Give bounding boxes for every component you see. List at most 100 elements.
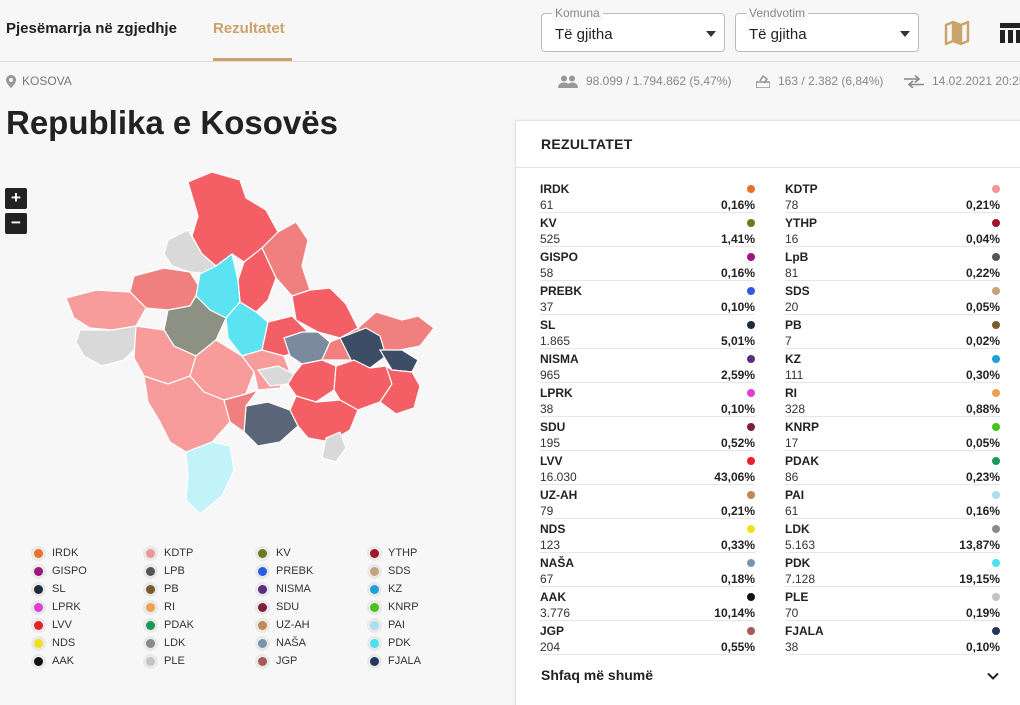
legend-color-dot xyxy=(258,584,267,594)
party-name: PB xyxy=(785,318,802,332)
legend-color-dot xyxy=(146,620,155,630)
legend-item[interactable]: PLE xyxy=(146,655,185,667)
party-row: NISMA 965 2,59% xyxy=(540,349,755,383)
kosovo-map[interactable] xyxy=(40,170,440,530)
legend-item[interactable]: PAI xyxy=(370,619,405,631)
party-votes: 38 xyxy=(540,402,554,416)
legend-color-dot xyxy=(34,656,43,666)
party-color-dot xyxy=(747,287,755,295)
legend-color-dot xyxy=(258,620,267,630)
legend-item[interactable]: SL xyxy=(34,583,65,595)
legend-label: LDK xyxy=(164,637,186,649)
legend-item[interactable]: NDS xyxy=(34,637,75,649)
legend-item[interactable]: LVV xyxy=(34,619,72,631)
legend-item[interactable]: PDK xyxy=(370,637,411,649)
map-region[interactable] xyxy=(243,401,299,447)
legend-item[interactable]: LPRK xyxy=(34,601,81,613)
map-region[interactable] xyxy=(75,325,141,367)
legend-item[interactable]: AAK xyxy=(34,655,74,667)
party-color-dot xyxy=(747,627,755,635)
legend-item[interactable]: KNRP xyxy=(370,601,419,613)
map-region[interactable] xyxy=(143,375,231,453)
caret-down-icon xyxy=(900,31,910,37)
legend-label: SL xyxy=(52,583,66,595)
party-votes: 16 xyxy=(785,232,799,246)
legend-item[interactable]: PREBK xyxy=(258,565,313,577)
legend-item[interactable]: SDU xyxy=(258,601,299,613)
party-percentage: 0,10% xyxy=(720,300,755,314)
legend-item[interactable]: KZ xyxy=(370,583,402,595)
legend-item[interactable]: FJALA xyxy=(370,655,421,667)
caret-down-icon xyxy=(706,31,716,37)
map-region[interactable] xyxy=(223,388,260,434)
legend-item[interactable]: GISPO xyxy=(34,565,87,577)
party-color-dot xyxy=(992,287,1000,295)
party-percentage: 0,23% xyxy=(965,470,1000,484)
tab-results[interactable]: Rezultatet xyxy=(213,20,285,37)
updated-stat-text: 14.02.2021 20:25 xyxy=(932,74,1020,88)
legend-label: YTHP xyxy=(388,547,418,559)
chevron-down-icon[interactable] xyxy=(986,669,1000,683)
party-row: KZ 111 0,30% xyxy=(785,349,1000,383)
legend-item[interactable]: LDK xyxy=(146,637,185,649)
legend-item[interactable]: KDTP xyxy=(146,547,193,559)
polling-station-select[interactable]: Vendvotim Të gjitha xyxy=(735,6,919,52)
legend-label: SDU xyxy=(276,601,300,613)
map-region[interactable] xyxy=(378,349,419,373)
map-region[interactable] xyxy=(321,431,347,463)
party-color-dot xyxy=(747,219,755,227)
party-votes: 38 xyxy=(785,640,799,654)
map-region[interactable] xyxy=(379,364,421,415)
municipality-select[interactable]: Komuna Të gjitha xyxy=(541,6,725,52)
party-name: PDK xyxy=(785,556,811,570)
show-more-button[interactable]: Shfaq më shumë xyxy=(541,667,654,683)
map-view-button[interactable] xyxy=(944,20,970,46)
party-name: YTHP xyxy=(785,216,818,230)
legend-item[interactable]: PDAK xyxy=(146,619,194,631)
party-color-dot xyxy=(992,389,1000,397)
table-view-button[interactable] xyxy=(998,20,1020,46)
legend-color-dot xyxy=(370,656,379,666)
legend-label: AAK xyxy=(52,655,75,667)
legend-item[interactable]: PB xyxy=(146,583,179,595)
legend-item[interactable]: YTHP xyxy=(370,547,417,559)
party-votes: 61 xyxy=(785,504,799,518)
legend-item[interactable]: SDS xyxy=(370,565,411,577)
legend-item[interactable]: NISMA xyxy=(258,583,311,595)
map-region[interactable] xyxy=(185,441,235,515)
legend-item[interactable]: IRDK xyxy=(34,547,78,559)
map-region[interactable] xyxy=(225,301,269,357)
legend-item[interactable]: NAŠA xyxy=(258,637,306,649)
legend-color-dot xyxy=(34,638,43,648)
map-region[interactable] xyxy=(287,359,337,403)
party-color-dot xyxy=(747,423,755,431)
party-percentage: 0,02% xyxy=(965,334,1000,348)
party-name: NDS xyxy=(540,522,566,536)
zoom-out-button[interactable]: − xyxy=(5,213,27,234)
legend-color-dot xyxy=(34,548,43,558)
party-color-dot xyxy=(992,253,1000,261)
legend-item[interactable]: LPB xyxy=(146,565,185,577)
party-color-dot xyxy=(747,525,755,533)
party-row: PB 7 0,02% xyxy=(785,315,1000,349)
party-percentage: 0,19% xyxy=(965,606,1000,620)
party-color-dot xyxy=(747,593,755,601)
legend-label: PDK xyxy=(388,637,411,649)
top-bar: Pjesëmarrja në zgjedhje Rezultatet Komun… xyxy=(0,0,1020,62)
map-region[interactable] xyxy=(65,289,147,331)
legend-item[interactable]: KV xyxy=(258,547,291,559)
party-votes: 111 xyxy=(785,368,804,382)
party-row: NAŠA 67 0,18% xyxy=(540,553,755,587)
tab-turnout[interactable]: Pjesëmarrja në zgjedhje xyxy=(6,20,177,37)
legend-item[interactable]: UZ-AH xyxy=(258,619,310,631)
party-row: IRDK 61 0,16% xyxy=(540,179,755,213)
party-name: FJALA xyxy=(785,624,824,638)
zoom-in-button[interactable]: + xyxy=(5,188,27,209)
party-name: NISMA xyxy=(540,352,579,366)
legend-item[interactable]: JGP xyxy=(258,655,297,667)
party-color-dot xyxy=(747,389,755,397)
updated-stat: 14.02.2021 20:25 xyxy=(904,74,1020,88)
legend-item[interactable]: RI xyxy=(146,601,175,613)
municipality-select-value: Të gjitha xyxy=(555,26,613,43)
legend-label: LPB xyxy=(164,565,185,577)
